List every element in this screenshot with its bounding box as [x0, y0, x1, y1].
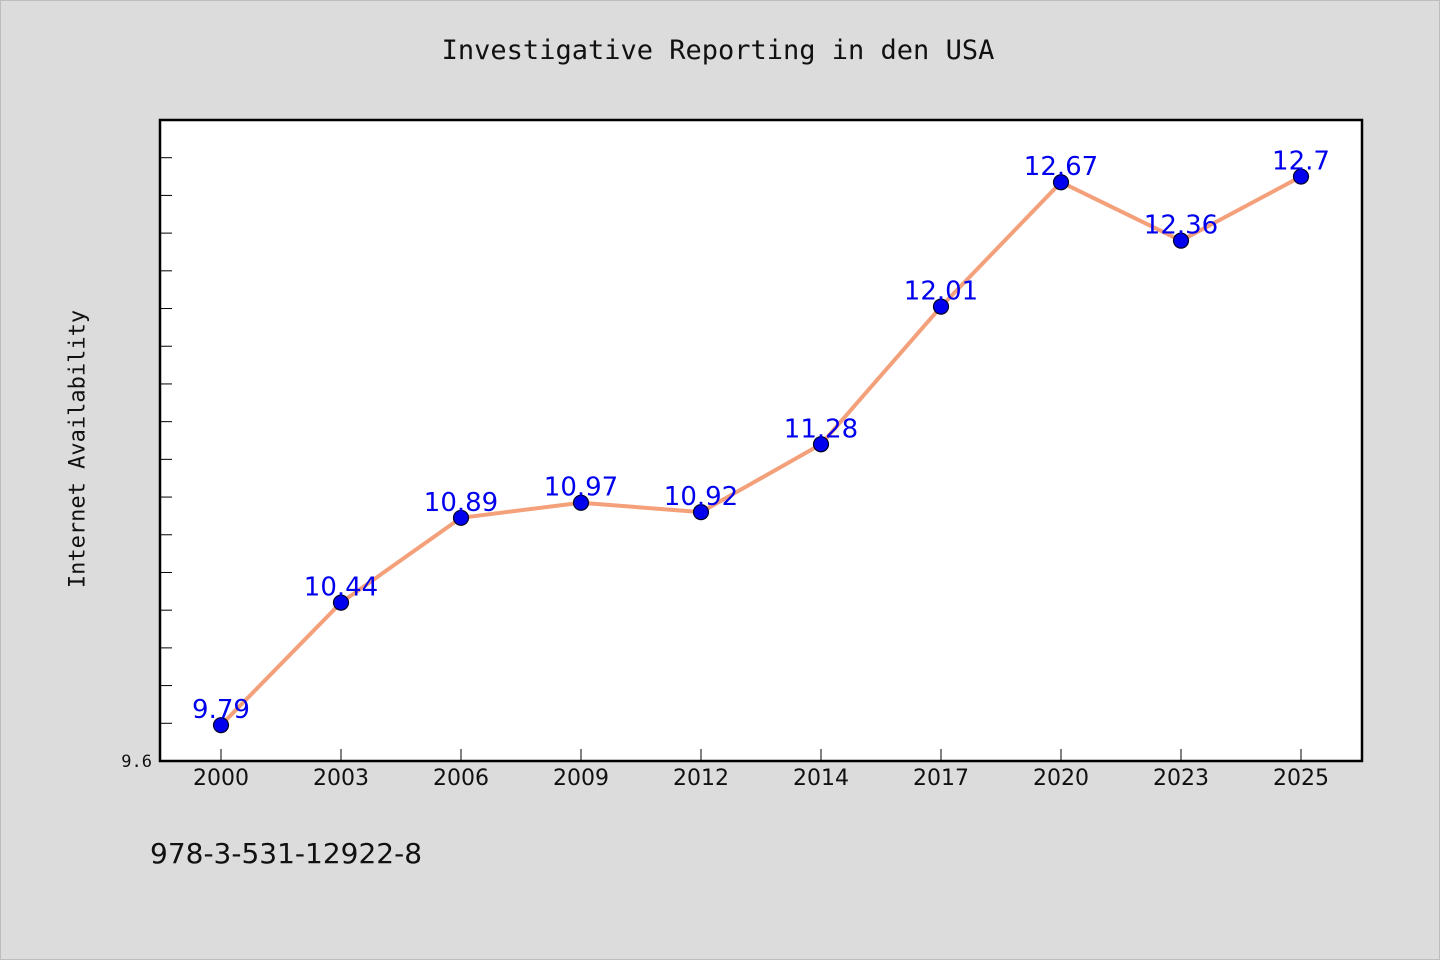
data-labels: 9.79 10.44 10.89 10.97 10.92 11.28 12.01 12.67 1… [192, 147, 1330, 726]
data-point [1172, 232, 1190, 249]
data-label: 10.89 [424, 488, 498, 518]
x-tick-label: 2003 [313, 766, 369, 791]
series-line [219, 174, 1303, 728]
x-tick-label: 2025 [1273, 766, 1329, 791]
series-line-group [219, 174, 1303, 728]
footer-code: 978-3-531-12922-8 [150, 837, 423, 870]
x-tick-label: 2020 [1033, 766, 1089, 791]
data-point [932, 298, 950, 315]
data-point [452, 509, 470, 526]
x-tick-label: 2000 [193, 766, 249, 791]
x-tick-label: 2012 [673, 766, 729, 791]
x-tick-label: 2006 [433, 766, 489, 791]
data-label: 10.92 [664, 482, 738, 512]
data-point [572, 494, 590, 511]
plot-frame [158, 118, 1364, 763]
data-label: 12.36 [1144, 211, 1218, 241]
data-label: 9.79 [192, 695, 250, 725]
x-tick-label: 2014 [793, 766, 849, 791]
data-label: 12.01 [904, 277, 978, 307]
data-label: 12.67 [1024, 152, 1098, 182]
data-label: 11.28 [784, 414, 858, 444]
x-tick-label: 2009 [553, 766, 609, 791]
chart-title: Investigative Reporting in den USA [441, 35, 995, 66]
y-tick-label: 9.6 [121, 752, 152, 772]
data-point [1052, 174, 1070, 191]
x-axis-ticks: 2000 2003 2006 2009 2012 2014 2017 2020 2023 2025 [193, 749, 1329, 791]
data-point [692, 504, 710, 521]
data-point [332, 594, 350, 611]
data-label: 12.7 [1272, 147, 1330, 177]
data-point [212, 717, 230, 734]
plot-area [160, 120, 1362, 761]
data-label: 10.44 [304, 573, 378, 603]
data-points [212, 168, 1310, 734]
data-point [812, 436, 830, 453]
data-point [1292, 168, 1310, 185]
x-tick-label: 2017 [913, 766, 969, 791]
x-tick-label: 2023 [1153, 766, 1209, 791]
data-label: 10.97 [544, 473, 618, 503]
